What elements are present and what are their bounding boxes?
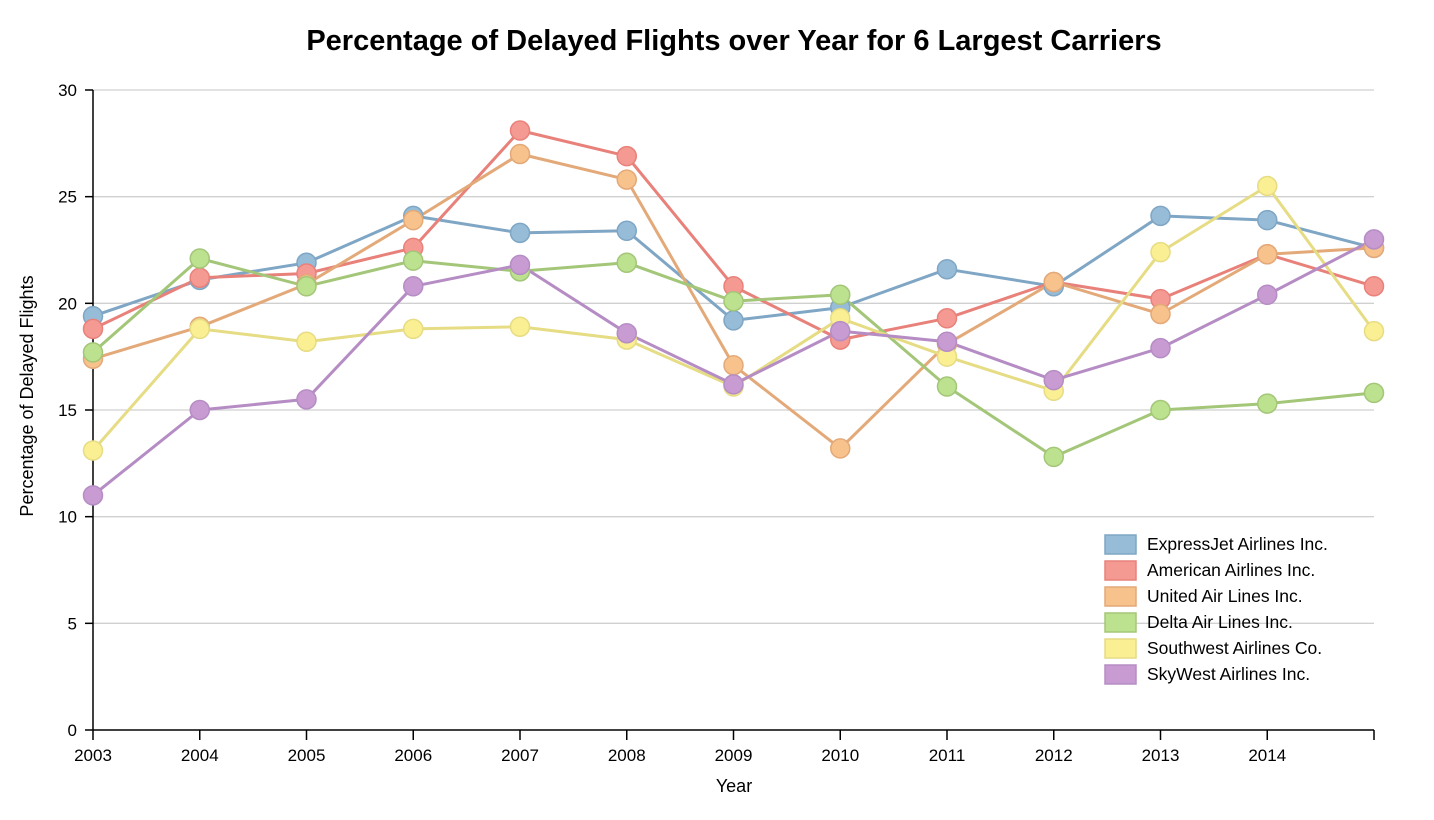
data-point xyxy=(296,331,317,352)
data-point xyxy=(616,169,637,190)
legend-label: Southwest Airlines Co. xyxy=(1147,638,1322,658)
data-point xyxy=(616,220,637,242)
data-point xyxy=(1257,209,1278,231)
data-point xyxy=(1043,446,1064,468)
data-point xyxy=(82,318,104,340)
data-point xyxy=(723,354,744,376)
x-axis-title: Year xyxy=(716,776,752,796)
data-point xyxy=(1257,284,1278,306)
legend-label: American Airlines Inc. xyxy=(1147,560,1315,580)
data-point xyxy=(723,290,744,312)
data-point xyxy=(82,485,104,506)
data-point xyxy=(1150,399,1171,421)
data-point xyxy=(403,276,424,297)
y-tick-label: 15 xyxy=(58,401,77,420)
data-point xyxy=(1363,229,1385,250)
chart-title: Percentage of Delayed Flights over Year … xyxy=(306,25,1161,57)
x-tick-label: 2007 xyxy=(501,746,539,765)
data-point xyxy=(1257,175,1278,197)
x-tick-label: 2012 xyxy=(1035,746,1073,765)
series-layer xyxy=(82,120,1385,506)
data-point xyxy=(509,316,531,338)
legend-label: SkyWest Airlines Inc. xyxy=(1147,664,1310,684)
legend-swatch xyxy=(1104,586,1137,607)
data-point xyxy=(189,267,210,288)
legend-swatch xyxy=(1104,534,1137,555)
data-point xyxy=(830,284,851,306)
data-point xyxy=(936,308,958,329)
data-point xyxy=(936,376,958,397)
data-point xyxy=(1043,369,1064,391)
data-point xyxy=(723,374,744,395)
data-point xyxy=(509,120,531,141)
data-point xyxy=(296,276,317,297)
data-point xyxy=(509,222,531,244)
data-point xyxy=(403,209,424,231)
x-tick-label: 2004 xyxy=(181,746,219,765)
data-point xyxy=(403,250,424,271)
x-tick-label: 2008 xyxy=(608,746,646,765)
y-tick-label: 5 xyxy=(68,614,77,633)
data-point xyxy=(616,322,637,344)
data-point xyxy=(830,438,851,459)
data-point xyxy=(509,143,531,165)
data-point xyxy=(296,389,317,410)
legend: ExpressJet Airlines Inc. American Airline… xyxy=(1104,534,1328,685)
data-point xyxy=(1363,320,1385,342)
y-tick-label: 10 xyxy=(58,508,77,527)
y-tick-label: 20 xyxy=(58,294,77,313)
y-tick-label: 0 xyxy=(68,721,77,740)
x-tick-label: 2014 xyxy=(1248,746,1286,765)
data-point xyxy=(82,342,104,363)
legend-swatch xyxy=(1104,638,1137,659)
legend-swatch xyxy=(1104,664,1137,685)
data-point xyxy=(616,252,637,274)
axes: 0 5 10 15 20 25 30 2003 2004 2005 2006 2007 2008 2009… xyxy=(58,81,1375,765)
data-point xyxy=(1363,382,1385,404)
data-point xyxy=(189,399,210,421)
x-tick-label: 2006 xyxy=(394,746,432,765)
data-point xyxy=(1150,241,1171,263)
data-point xyxy=(82,440,104,461)
data-point xyxy=(1363,276,1385,297)
x-tick-label: 2005 xyxy=(288,746,326,765)
data-point xyxy=(189,318,210,340)
legend-label: Delta Air Lines Inc. xyxy=(1147,612,1293,632)
x-tick-label: 2013 xyxy=(1142,746,1180,765)
data-point xyxy=(723,310,744,331)
data-point xyxy=(403,318,424,340)
x-tick-label: 2003 xyxy=(74,746,112,765)
y-tick-label: 30 xyxy=(58,81,77,100)
legend-swatch xyxy=(1104,560,1137,581)
data-point xyxy=(1257,244,1278,265)
grid-lines xyxy=(93,89,1374,624)
data-point xyxy=(1043,271,1064,293)
data-point xyxy=(616,145,637,167)
data-point xyxy=(1257,393,1278,414)
data-point xyxy=(936,258,958,280)
data-point xyxy=(830,320,851,342)
y-axis-title: Percentage of Delayed Flights xyxy=(17,275,37,516)
data-point xyxy=(509,254,531,276)
y-tick-label: 25 xyxy=(58,188,77,207)
data-point xyxy=(1150,303,1171,325)
data-point xyxy=(189,248,210,269)
data-point xyxy=(936,331,958,352)
data-point xyxy=(1150,337,1171,359)
x-tick-label: 2011 xyxy=(929,746,966,765)
legend-label: ExpressJet Airlines Inc. xyxy=(1147,534,1328,554)
x-tick-label: 2009 xyxy=(715,746,753,765)
legend-label: United Air Lines Inc. xyxy=(1147,586,1303,606)
data-point xyxy=(1150,205,1171,227)
legend-swatch xyxy=(1104,612,1137,633)
x-tick-label: 2010 xyxy=(821,746,859,765)
